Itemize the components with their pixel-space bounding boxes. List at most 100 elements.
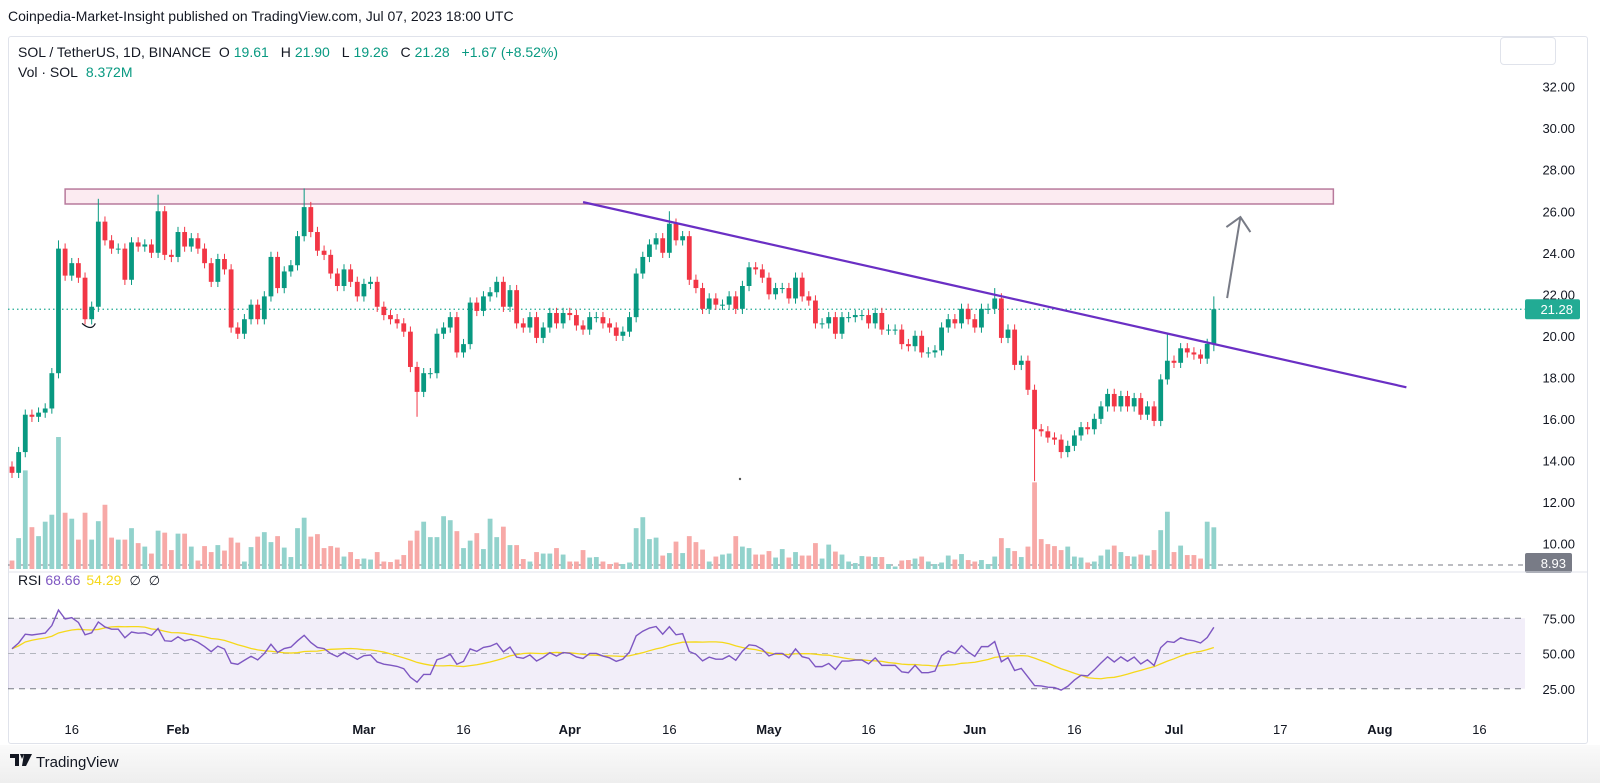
volume-label[interactable]: Vol · SOL: [18, 64, 78, 80]
candle-body: [1211, 309, 1217, 344]
price-axis-label: 12.00: [1542, 495, 1575, 510]
candle-body: [494, 281, 500, 293]
volume-bar: [680, 553, 686, 569]
candle-body: [215, 259, 221, 282]
candle-body: [195, 238, 201, 249]
candle-body: [700, 288, 705, 309]
candle-body: [1131, 398, 1137, 407]
rsi-axis-label: 50.00: [1542, 647, 1575, 662]
volume-bar: [208, 552, 214, 569]
volume-bar: [1085, 562, 1091, 569]
volume-bar: [906, 560, 911, 569]
candle-body: [773, 288, 778, 295]
curve-mark: [81, 322, 96, 329]
volume-bar: [892, 566, 898, 569]
candle-body: [939, 327, 944, 351]
candle-body: [872, 312, 878, 324]
candle-body: [979, 308, 984, 328]
volume-bar: [965, 560, 971, 569]
candle-body: [102, 221, 108, 241]
candle-body: [414, 366, 420, 392]
candle-body: [574, 315, 579, 326]
candle-body: [1085, 427, 1091, 430]
candle-body: [660, 238, 666, 253]
volume-bar: [441, 516, 446, 569]
high-label: H: [280, 44, 291, 60]
volume-bar: [195, 560, 201, 569]
candle-body: [454, 317, 460, 353]
volume-bar: [129, 528, 134, 569]
na-value-1: ∅: [129, 573, 141, 588]
footer: TradingView: [0, 745, 1600, 783]
rsi-axis-label: 75.00: [1542, 611, 1575, 626]
descending-trendline[interactable]: [582, 201, 1407, 389]
candle-body: [713, 298, 719, 305]
volume-bar: [1145, 555, 1150, 569]
candle-body: [759, 269, 765, 278]
candle-body: [972, 319, 978, 328]
volume-bar: [587, 557, 593, 569]
candle-body: [255, 304, 261, 320]
volume-bar: [554, 548, 559, 569]
volume-value: 8.372M: [85, 64, 133, 80]
candle-body: [540, 327, 546, 338]
time-axis-label: 16: [65, 722, 79, 737]
volume-bar: [507, 545, 513, 569]
resistance-zone[interactable]: [64, 188, 1335, 205]
candle-body: [640, 256, 646, 274]
dot-mark: [738, 477, 742, 481]
candle-body: [1198, 354, 1203, 359]
price-axis-label: 14.00: [1542, 453, 1575, 468]
arrow-head-icon: [1225, 215, 1252, 233]
volume-bar: [567, 561, 573, 569]
rsi-ma-value: 54.29: [86, 572, 122, 588]
volume-bar: [89, 539, 95, 569]
candle-body: [666, 223, 672, 253]
candle-body: [42, 408, 48, 413]
volume-bar: [76, 539, 81, 569]
rsi-label[interactable]: RSI: [18, 572, 42, 588]
symbol-legend: SOL / TetherUS, 1D, BINANCE O 19.61 H 21.9…: [18, 42, 562, 82]
candle-body: [1078, 427, 1084, 436]
candle-body: [434, 333, 440, 374]
candle-body: [182, 232, 188, 247]
candle-body: [149, 244, 154, 253]
candle-body: [952, 319, 958, 324]
close-label: C: [400, 44, 411, 60]
volume-bar: [268, 542, 274, 569]
candle-body: [1204, 343, 1210, 359]
rsi-axis-label: 25.00: [1542, 682, 1575, 697]
breakout-arrow[interactable]: [1226, 216, 1242, 299]
candle-body: [461, 344, 466, 353]
time-axis-label: 16: [456, 722, 470, 737]
candle-body: [945, 319, 951, 328]
candle-body: [846, 317, 852, 319]
rsi-value: 68.66: [45, 572, 81, 588]
candle-body: [560, 312, 566, 324]
low-label: L: [341, 44, 350, 60]
time-axis-label: 16: [662, 722, 676, 737]
volume-bar: [1098, 555, 1104, 569]
candle-body: [932, 350, 938, 353]
candle-body: [168, 254, 174, 257]
volume-bar: [1125, 556, 1130, 569]
candle-body: [819, 323, 825, 325]
chart-settings-box[interactable]: [1500, 37, 1556, 65]
volume-bar: [726, 553, 732, 569]
volume-bar: [142, 546, 148, 569]
candle-body: [806, 296, 812, 301]
candle-body: [1178, 348, 1184, 363]
volume-bar: [786, 557, 792, 569]
tradingview-brand[interactable]: TradingView: [10, 753, 119, 771]
volume-bar: [115, 539, 121, 569]
volume-bar: [613, 562, 619, 569]
volume-bar: [673, 541, 679, 569]
volume-bar: [408, 540, 413, 569]
volume-bar: [1025, 546, 1031, 569]
volume-bar: [600, 561, 606, 569]
symbol-name[interactable]: SOL / TetherUS, 1D, BINANCE: [18, 44, 211, 60]
volume-bar: [653, 537, 659, 569]
candle-body: [487, 292, 493, 297]
volume-bar: [49, 514, 55, 569]
